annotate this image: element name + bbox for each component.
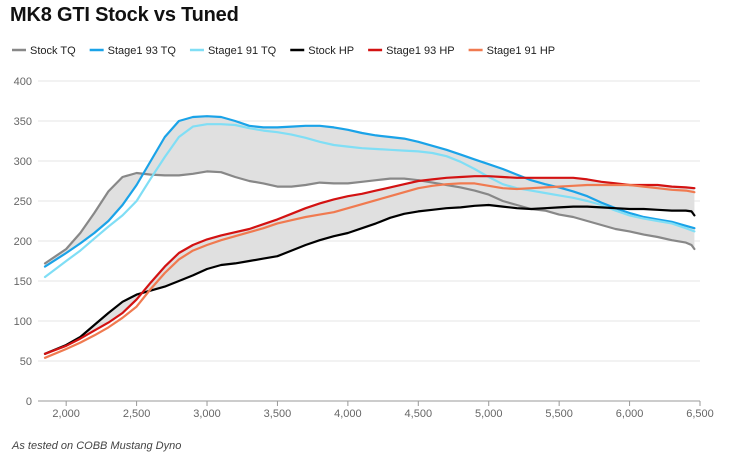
y-tick-label: 50 [20, 356, 32, 368]
legend-label: Stock TQ [30, 45, 76, 57]
legend-item-stock-tq: Stock TQ [12, 45, 76, 57]
y-tick-label: 250 [14, 196, 32, 208]
shaded-band-stock-hp [45, 176, 695, 354]
legend-item-stock-hp: Stock HP [290, 45, 354, 57]
series-line-stock-tq [43, 170, 696, 265]
y-tick-labels: 0 50 100 150 200 250 300 350 400 [14, 76, 32, 408]
series-line-stock-hp [43, 203, 696, 355]
x-tick-labels: 2,000 2,500 3,000 3,500 4,000 4,500 5,000 5,500… [52, 408, 713, 420]
x-tick-label: 5,500 [545, 408, 573, 420]
series-line-stage1-91-tq [43, 123, 696, 279]
x-tick-label: 5,000 [475, 408, 503, 420]
x-tick-label: 3,500 [264, 408, 292, 420]
y-tick-label: 200 [14, 236, 32, 248]
shaded-bands [45, 116, 695, 354]
legend-item-stage1-91-tq: Stage1 91 TQ [189, 45, 277, 57]
y-tick-label: 300 [14, 156, 32, 168]
legend-item-stage1-93-tq: Stage1 93 TQ [89, 45, 177, 57]
legend-item-stage1-93-hp: Stage1 93 HP [368, 45, 455, 57]
series-line-stage1-91-hp [43, 182, 696, 359]
series-line-stage1-93-tq [43, 115, 696, 268]
legend-label: Stage1 93 HP [386, 45, 455, 57]
legend: Stock TQ Stage1 93 TQ Stage1 91 TQ Stock HP… [12, 45, 555, 57]
series-lines [43, 115, 696, 359]
x-tick-label: 6,500 [686, 408, 714, 420]
legend-item-stage1-91-hp: Stage1 91 HP [468, 45, 556, 57]
legend-label: Stage1 91 TQ [208, 45, 277, 57]
legend-label: Stock HP [308, 45, 354, 57]
series-line-stage1-93-hp [43, 175, 696, 355]
x-tick-label: 4,000 [334, 408, 362, 420]
chart-title: MK8 GTI Stock vs Tuned [10, 4, 239, 26]
legend-label: Stage1 91 HP [487, 45, 556, 57]
x-tick-label: 6,000 [616, 408, 644, 420]
y-tick-label: 100 [14, 316, 32, 328]
shaded-band-stock-tq [45, 116, 695, 267]
x-tick-label: 4,500 [405, 408, 433, 420]
footnote: As tested on COBB Mustang Dyno [12, 440, 182, 452]
x-tick-label: 2,500 [123, 408, 151, 420]
y-tick-label: 350 [14, 116, 32, 128]
y-tick-label: 0 [26, 396, 32, 408]
axes [38, 400, 701, 406]
legend-label: Stage1 93 TQ [108, 45, 177, 57]
x-tick-label: 2,000 [52, 408, 80, 420]
x-tick-label: 3,000 [193, 408, 221, 420]
y-tick-label: 150 [14, 276, 32, 288]
y-tick-label: 400 [14, 76, 32, 88]
